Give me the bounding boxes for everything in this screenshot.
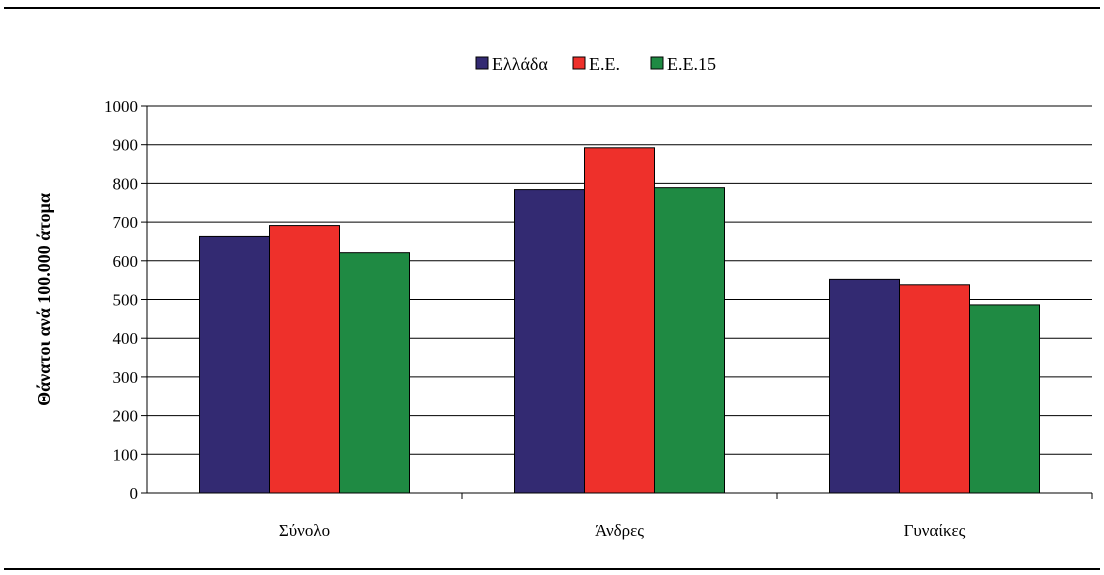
y-tick-label: 700 — [113, 213, 139, 232]
y-tick-label: 900 — [113, 136, 139, 155]
x-tick-label: Άνδρες — [595, 521, 644, 540]
bar-2-3 — [899, 284, 970, 494]
x-tick-label: Γυναίκες — [904, 521, 966, 540]
bars — [199, 147, 1040, 494]
bar-3-1 — [339, 252, 410, 494]
bar-2-1 — [269, 225, 340, 494]
bar-1-3 — [829, 278, 900, 494]
y-tick-label: 100 — [113, 445, 139, 464]
legend-label: Ε.Ε.15 — [667, 54, 716, 74]
legend-swatch — [572, 56, 586, 70]
y-tick-label: 300 — [113, 368, 139, 387]
legend: Ελλάδα Ε.Ε. Ε.Ε.15 — [475, 54, 716, 74]
bottom-rule — [4, 568, 1100, 570]
y-axis-label: Θάνατοι ανά 100.000 άτομα — [34, 193, 54, 406]
x-tick-label: Σύνολο — [279, 521, 330, 540]
y-tick-label: 200 — [113, 407, 139, 426]
bar-3-2 — [654, 187, 725, 494]
top-rule — [4, 7, 1100, 9]
legend-swatch — [475, 56, 489, 70]
y-tick-label: 1000 — [104, 97, 138, 116]
bar-1-2 — [514, 189, 585, 494]
y-tick-label: 0 — [130, 484, 139, 503]
bar-2-2 — [584, 147, 655, 494]
y-ticks: 0 100 200 300 400 500 600 700 800 900 1000 — [104, 97, 147, 503]
x-ticks: Σύνολο Άνδρες Γυναίκες — [279, 493, 1093, 540]
y-tick-label: 500 — [113, 291, 139, 310]
y-tick-label: 800 — [113, 174, 139, 193]
bar-1-1 — [199, 235, 270, 494]
y-tick-label: 600 — [113, 252, 139, 271]
bar-3-3 — [969, 304, 1040, 494]
y-tick-label: 400 — [113, 329, 139, 348]
legend-swatch — [650, 56, 664, 70]
legend-label: Ελλάδα — [492, 54, 548, 74]
legend-label: Ε.Ε. — [589, 54, 620, 74]
